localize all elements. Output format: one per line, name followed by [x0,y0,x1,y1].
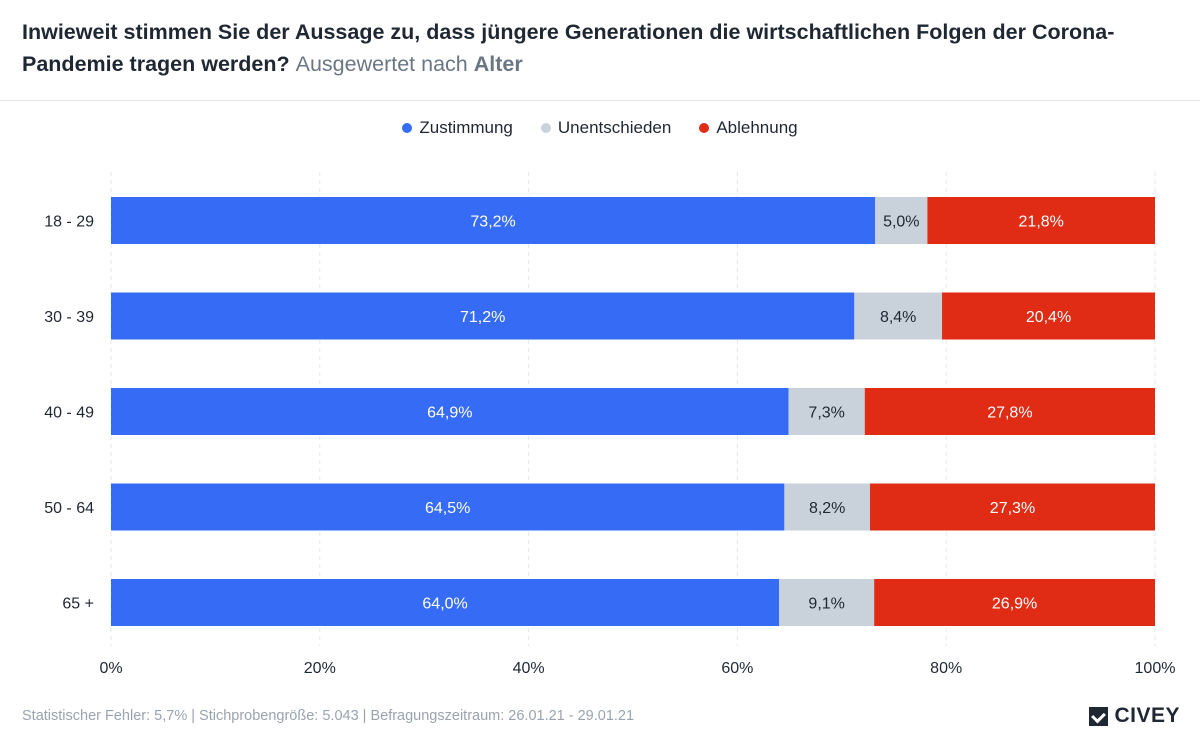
legend-item-unentschieden[interactable]: Unentschieden [540,118,672,138]
data-label: 21,8% [1019,214,1064,231]
data-label: 20,4% [1026,309,1071,326]
question-text: Inwieweit stimmen Sie der Aussage zu, da… [22,20,1115,76]
bar-ablehnung [927,197,1155,244]
x-tick-label: 0% [99,660,122,677]
bar-ablehnung [864,388,1155,435]
bar-unentschieden [875,197,928,244]
header-divider [0,100,1200,101]
data-label: 7,3% [808,405,844,422]
civey-logo-text: CIVEY [1114,704,1180,727]
y-category-label: 40 - 49 [44,405,94,422]
bar-ablehnung [869,483,1155,531]
footer-meta: Statistischer Fehler: 5,7% | Stichproben… [22,708,635,724]
bar-zustimmung [111,579,780,626]
chart-legend: Zustimmung Unentschieden Ablehnung [0,118,1200,138]
data-label: 64,0% [422,596,467,613]
legend-item-zustimmung[interactable]: Zustimmung [402,118,513,138]
x-tick-label: 60% [721,660,753,677]
data-label: 8,2% [809,500,845,517]
data-label: 8,4% [880,309,916,326]
data-label: 9,1% [808,596,844,613]
data-label: 64,9% [427,405,472,422]
bar-unentschieden [779,579,875,626]
y-category-label: 65 + [62,596,94,613]
legend-label-zustimmung: Zustimmung [419,118,513,137]
civey-logo-icon [1089,706,1109,726]
x-tick-label: 40% [513,660,545,677]
bar-unentschieden [788,388,865,435]
legend-item-ablehnung[interactable]: Ablehnung [699,118,798,138]
bar-ablehnung [942,292,1155,340]
bar-zustimmung [111,292,855,340]
y-category-label: 30 - 39 [44,309,94,326]
legend-dot-unentschieden [540,123,551,133]
data-label: 64,5% [425,500,470,517]
data-label: 73,2% [470,214,515,231]
bar-unentschieden [784,483,870,531]
bar-zustimmung [111,483,785,531]
bar-zustimmung [111,388,789,435]
y-category-label: 18 - 29 [44,214,94,231]
subtitle: Ausgewertet nach Alter [296,52,523,76]
legend-label-unentschieden: Unentschieden [557,118,672,137]
data-label: 27,8% [987,405,1032,422]
chart-title: Inwieweit stimmen Sie der Aussage zu, da… [22,16,1182,80]
data-label: 26,9% [992,596,1037,613]
bar-zustimmung [111,197,876,244]
x-tick-label: 20% [304,660,336,677]
subtitle-group: Alter [473,52,523,76]
data-label: 27,3% [990,500,1035,517]
legend-dot-zustimmung [402,123,413,133]
stacked-bar-chart: 0% 20% 40% 60% 80% 100% 18 - 29 73,2% 5,0% 21,8% 3… [44,172,1176,677]
bar-unentschieden [854,292,943,340]
data-label: 5,0% [883,214,919,231]
x-tick-label: 80% [930,660,962,677]
civey-logo: CIVEY [1089,704,1180,728]
data-label: 71,2% [460,309,505,326]
legend-label-ablehnung: Ablehnung [716,118,798,137]
y-category-label: 50 - 64 [44,500,94,517]
subtitle-prefix: Ausgewertet nach [295,52,468,76]
bar-ablehnung [874,579,1155,626]
legend-dot-ablehnung [699,123,710,133]
x-tick-label: 100% [1135,660,1176,677]
